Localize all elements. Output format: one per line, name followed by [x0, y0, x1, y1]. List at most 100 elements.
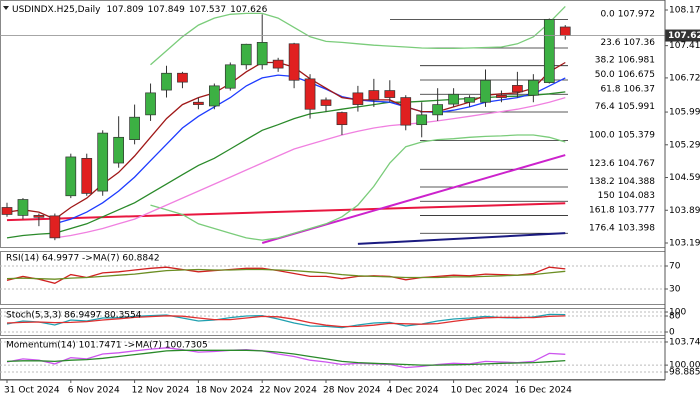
- fib-price: 105.379: [618, 130, 655, 140]
- candle-body: [193, 101, 204, 105]
- header-low: 107.537: [189, 5, 226, 15]
- fib-ratio: 0.0: [600, 9, 615, 19]
- candle-body: [320, 99, 332, 106]
- fib-ratio: 61.8: [600, 84, 620, 94]
- y-tick-label: 70: [669, 262, 681, 272]
- trend-line: [357, 232, 566, 245]
- y-tick-label: 0: [669, 328, 675, 338]
- candle-body: [113, 136, 125, 164]
- y-tick-label: 106.720: [669, 73, 700, 83]
- panel-title: RSI(14) 64.9977 ->MA(7) 60.8842: [6, 254, 160, 264]
- fib-price: 106.675: [618, 70, 655, 80]
- y-tick-label: 103.890: [669, 206, 700, 216]
- fib-label: 0.0 107.972: [600, 9, 655, 19]
- fib-price: 104.083: [618, 191, 655, 201]
- fib-ratio: 161.8: [589, 205, 615, 215]
- fib-label: 61.8 106.37: [600, 84, 655, 94]
- fib-price: 103.777: [618, 205, 655, 215]
- y-tick-label: 105.290: [669, 140, 700, 150]
- y-tick-label: 100.0000: [669, 361, 700, 371]
- fib-label: 123.6 104.767: [589, 159, 655, 169]
- fib-ratio: 176.4: [589, 223, 615, 233]
- indicator-line: [6, 347, 566, 369]
- x-tick-label: 10 Dec 2024: [451, 386, 509, 396]
- x-tick-label: 6 Nov 2024: [68, 386, 120, 396]
- fib-price: 103.398: [618, 223, 655, 233]
- indicator-line: [6, 266, 566, 284]
- candle-body: [416, 114, 428, 126]
- fib-label: 138.2 104.388: [589, 176, 655, 186]
- fib-label: 50.0 106.675: [595, 70, 655, 80]
- candle-body: [129, 116, 140, 140]
- header-close: 107.626: [230, 5, 267, 15]
- y-tick-label: 104.590: [669, 173, 700, 183]
- fib-price: 104.388: [618, 176, 655, 186]
- candle-body: [224, 64, 236, 89]
- fib-ratio: 76.4: [595, 102, 615, 112]
- x-tick-label: 18 Nov 2024: [195, 386, 253, 396]
- x-tick-label: 12 Nov 2024: [132, 386, 190, 396]
- candle-body: [1, 207, 13, 215]
- y-tick-label: 107.410: [669, 41, 700, 51]
- x-tick-label: 31 Oct 2024: [4, 386, 60, 396]
- candle-body: [209, 85, 220, 107]
- candle-body: [432, 104, 443, 116]
- fib-ratio: 38.2: [595, 55, 615, 65]
- panel-title: Momentum(14) 101.7471 ->MA(7) 100.7305: [6, 341, 208, 351]
- indicator-line: [150, 5, 566, 66]
- fib-price: 107.36: [624, 37, 656, 47]
- candle-body: [177, 72, 188, 83]
- last-price-tag: [665, 29, 700, 42]
- fib-label: 23.6 107.36: [600, 37, 655, 47]
- y-tick-label: 100: [669, 308, 686, 318]
- candle-body: [464, 97, 475, 103]
- y-tick-label: 30: [669, 285, 681, 295]
- fib-price: 105.991: [618, 102, 655, 112]
- candle-body: [49, 215, 61, 239]
- candle-body: [368, 90, 380, 101]
- header-open: 107.809: [106, 5, 143, 15]
- fib-price: 107.972: [618, 9, 655, 19]
- x-tick-label: 28 Nov 2024: [323, 386, 381, 396]
- fib-label: 76.4 105.991: [595, 102, 655, 112]
- candle-body: [65, 156, 77, 197]
- indicator-line: [6, 315, 566, 328]
- candle-body: [527, 79, 539, 96]
- y-tick-label: 103.190: [669, 238, 700, 248]
- candle-body: [559, 26, 571, 36]
- candle-body: [336, 112, 348, 126]
- header-high: 107.849: [148, 5, 185, 15]
- chart-header: USDINDX.H25,Daily 107.809 107.849 107.537 10…: [12, 5, 268, 15]
- indicator-line: [6, 313, 566, 329]
- fib-price: 106.981: [618, 55, 655, 65]
- fib-label: 161.8 103.777: [589, 205, 655, 215]
- fib-label: 150 104.083: [598, 191, 655, 201]
- fib-ratio: 138.2: [589, 176, 615, 186]
- candle-body: [304, 78, 316, 110]
- fib-ratio: 123.6: [589, 159, 615, 169]
- fib-price: 104.767: [618, 159, 655, 169]
- indicator-line: [54, 96, 566, 239]
- indicator-line: [6, 268, 566, 280]
- candle-body: [161, 72, 172, 91]
- x-tick-label: 22 Nov 2024: [259, 386, 317, 396]
- candle-body: [400, 97, 412, 126]
- y-tick-label: 98.8855: [669, 367, 700, 377]
- y-tick-label: 105.990: [669, 108, 700, 118]
- candle-body: [97, 132, 109, 192]
- candle-body: [480, 79, 491, 103]
- candle-body: [384, 90, 396, 98]
- candle-body: [240, 43, 252, 66]
- x-tick-label: 4 Dec 2024: [387, 386, 439, 396]
- menu-triangle: [3, 6, 9, 10]
- fib-ratio: 50.0: [595, 70, 615, 80]
- candle-body: [448, 93, 459, 105]
- candle-body: [496, 94, 507, 98]
- last-price-label: 107.626: [668, 31, 700, 41]
- fib-ratio: 23.6: [600, 37, 620, 47]
- fib-label: 176.4 103.398: [589, 223, 655, 233]
- panel-title: Stoch(5,3,3) 86.9497 80.3554: [6, 311, 142, 321]
- candle-body: [33, 215, 45, 218]
- x-tick-label: 16 Dec 2024: [514, 386, 572, 396]
